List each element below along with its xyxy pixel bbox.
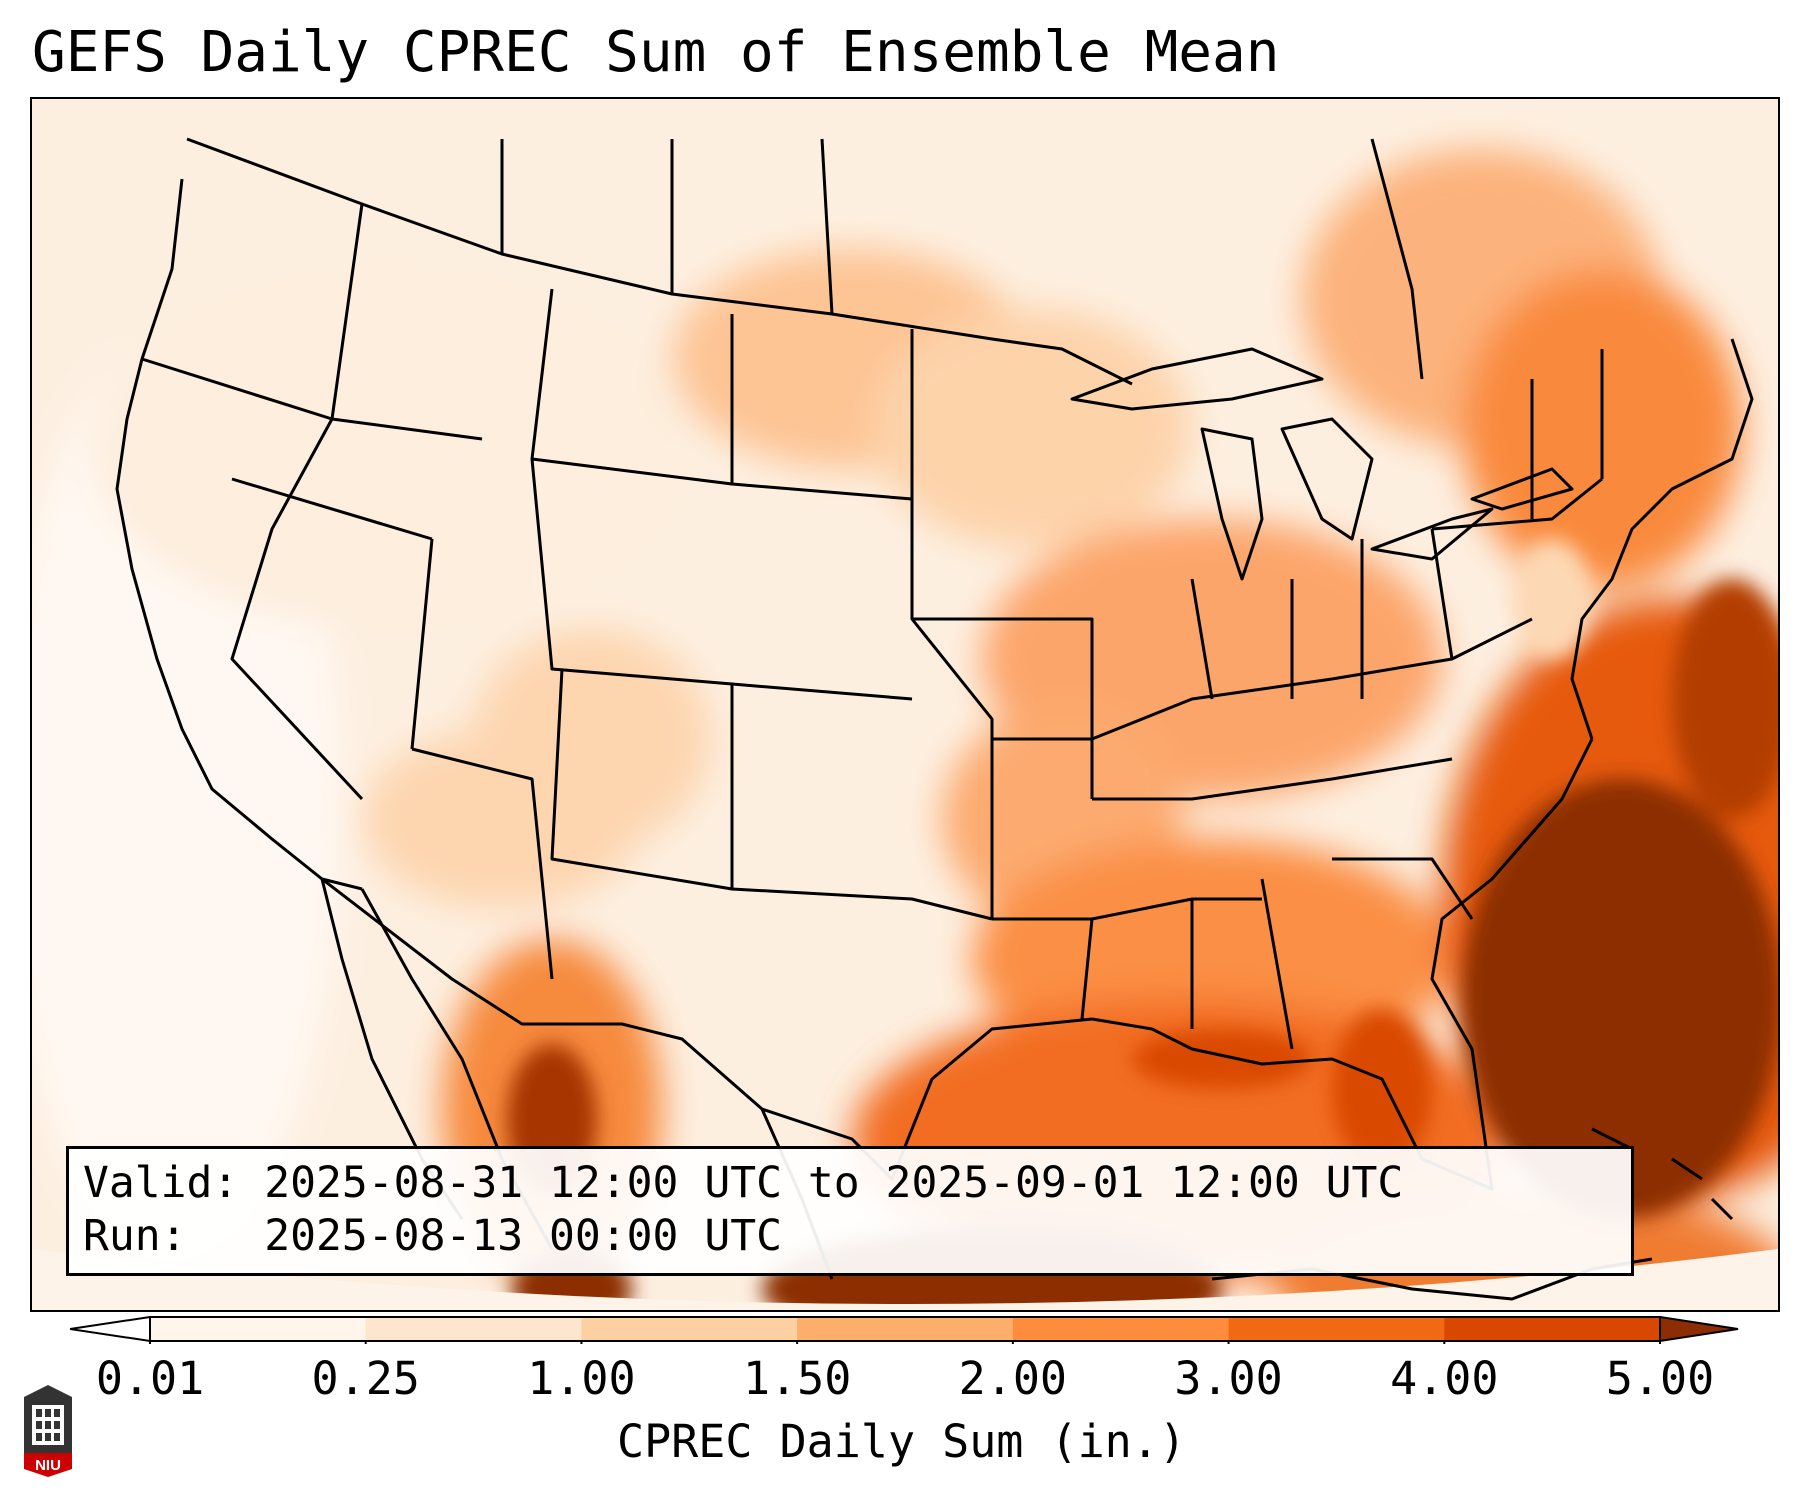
valid-label: Valid: [83,1158,239,1208]
precip-field [32,99,1778,1304]
colorbar-segment [1012,1317,1230,1341]
valid-run-info-box: Valid: 2025-08-31 12:00 UTC to 2025-09-0… [66,1146,1634,1276]
colorbar-tick-label: 3.00 [1174,1352,1283,1405]
colorbar-segment [150,1317,367,1341]
colorbar-tick-label: 0.01 [95,1352,205,1405]
colorbar-segment [581,1317,798,1341]
colorbar-tick-label: 1.00 [527,1352,636,1405]
colorbar-segment [1228,1317,1445,1341]
colorbar-tick-label: 2.00 [958,1352,1068,1405]
colorbar-over-triangle [1659,1315,1739,1343]
niu-logo: NIU [24,1385,72,1477]
colorbar-segment [797,1317,1014,1341]
colorbar-tick-label: 4.00 [1390,1352,1499,1405]
map-title: GEFS Daily CPREC Sum of Ensemble Mean [32,20,1280,85]
boundaries [115,137,1754,1301]
svg-text:NIU: NIU [35,1457,61,1474]
colorbar-segment [365,1317,582,1341]
colorbar-label: CPREC Daily Sum (in.) [617,1415,1186,1468]
valid-value: 2025-08-31 12:00 UTC to 2025-09-01 12:00… [264,1158,1404,1208]
run-label: Run: [83,1211,187,1261]
colorbar-segment [1444,1317,1661,1341]
colorbar [70,1315,1739,1344]
colorbar-under-triangle [70,1315,151,1343]
map-canvas [32,99,1778,1304]
precipitation-map [30,97,1780,1312]
colorbar-tick-label: 0.25 [311,1352,420,1405]
colorbar-tick-label: 1.50 [742,1352,852,1405]
colorbar-border [149,1316,1661,1342]
run-value: 2025-08-13 00:00 UTC [264,1211,782,1261]
colorbar-tick-label: 5.00 [1605,1352,1715,1405]
